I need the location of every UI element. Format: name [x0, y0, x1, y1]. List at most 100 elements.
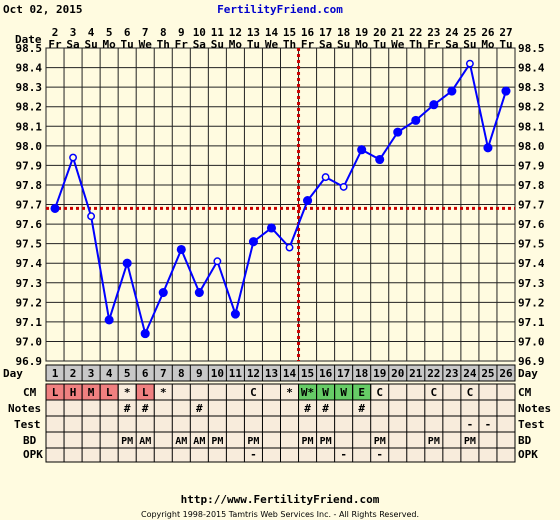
notes-cell: # [142, 402, 149, 415]
weekday-label: Sa [66, 38, 79, 51]
weekday-label: Mo [229, 38, 243, 51]
temperature-point [266, 223, 277, 233]
day-cell: 11 [229, 367, 243, 380]
footer-url[interactable]: http://www.FertilityFriend.com [180, 493, 380, 506]
temperature-point [104, 315, 114, 325]
row-label-test: Test [14, 418, 41, 431]
date-label: 7 [142, 26, 149, 39]
y-tick-label-right: 97.7 [518, 199, 545, 212]
test-cell: - [485, 418, 492, 431]
day-cell: 19 [373, 367, 386, 380]
weekday-label: We [139, 38, 153, 51]
date-label: 9 [178, 26, 185, 39]
weekday-label: Fr [48, 38, 62, 51]
date-label: 11 [211, 26, 225, 39]
day-cell: 14 [283, 367, 297, 380]
row-label-right-test: Test [518, 418, 545, 431]
day-cell: 22 [427, 367, 440, 380]
cm-cell: M [88, 386, 95, 399]
bd-cell: PM [211, 436, 223, 447]
notes-cell: # [304, 402, 311, 415]
temperature-point [411, 115, 421, 125]
temperature-point [140, 329, 150, 339]
bd-cell: PM [247, 436, 259, 447]
date-label: 15 [283, 26, 296, 39]
cm-cell: L [142, 386, 149, 399]
weekday-label: Tu [247, 38, 260, 51]
y-tick-label-left: 97.0 [16, 335, 43, 348]
opk-cell: - [376, 448, 383, 461]
row-label-right-notes: Notes [518, 402, 551, 415]
temperature-point [465, 59, 474, 68]
y-tick-label-right: 97.8 [518, 179, 545, 192]
temperature-point [303, 196, 313, 206]
brand-link[interactable]: FertilityFriend.com [217, 3, 343, 16]
day-cell: 15 [301, 367, 314, 380]
cm-cell: * [160, 386, 167, 399]
cm-cell: L [52, 386, 59, 399]
bd-cell: AM [139, 436, 151, 447]
day-cell: 8 [178, 367, 185, 380]
y-tick-label-right: 98.1 [518, 120, 545, 133]
temperature-point [321, 173, 330, 182]
date-label: 16 [301, 26, 315, 39]
date-row-label: Date [15, 33, 42, 46]
y-tick-label-right: 98.3 [518, 81, 545, 94]
temperature-point [230, 309, 240, 319]
day-cell: 2 [70, 367, 77, 380]
date-label: 12 [229, 26, 242, 39]
row-label-right-cm: CM [518, 386, 532, 399]
day-cell: 18 [355, 367, 368, 380]
weekday-label: Tu [373, 38, 386, 51]
weekday-label: Tu [499, 38, 512, 51]
day-cell: 13 [265, 367, 278, 380]
day-cell: 4 [106, 367, 113, 380]
temperature-point [375, 154, 385, 165]
bd-cell: PM [428, 436, 440, 447]
date-label: 13 [247, 26, 260, 39]
date-label: 6 [124, 26, 131, 39]
row-label-right-bd: BD [518, 434, 532, 447]
y-tick-label-right: 97.6 [518, 218, 545, 231]
y-tick-label-right: 97.3 [518, 277, 545, 290]
date-label: 3 [70, 26, 77, 39]
row-label-cm: CM [23, 386, 37, 399]
row-label-right-opk: OPK [518, 448, 538, 461]
cm-cell: * [124, 386, 131, 399]
temperature-point [122, 258, 132, 268]
weekday-label: Th [409, 38, 422, 51]
date-label: 21 [391, 26, 405, 39]
date-label: 14 [265, 26, 279, 39]
y-tick-label-right: 98.5 [518, 42, 545, 55]
day-cell: 3 [88, 367, 95, 380]
y-tick-label-left: 98.2 [16, 101, 43, 114]
date-label: 4 [88, 26, 95, 39]
bd-cell: PM [320, 436, 332, 447]
temperature-point [483, 143, 493, 153]
notes-cell: # [124, 402, 131, 415]
weekday-label: Su [84, 38, 97, 51]
day-cell: 7 [160, 367, 167, 380]
date-label: 19 [355, 26, 368, 39]
day-cell: 5 [124, 367, 131, 380]
cm-cell: W [322, 386, 329, 399]
day-cell: 16 [319, 367, 333, 380]
temperature-point [339, 182, 348, 191]
weekday-label: Su [337, 38, 350, 51]
date-label: 18 [337, 26, 350, 39]
cm-cell: C [431, 386, 438, 399]
cm-cell: * [286, 386, 293, 399]
date-label: 8 [160, 26, 167, 39]
weekday-label: Sa [445, 38, 458, 51]
weekday-label: Su [211, 38, 224, 51]
notes-cell: # [322, 402, 329, 415]
day-cell: 9 [196, 367, 203, 380]
y-tick-label-right: 98.0 [518, 140, 545, 153]
date-label: 17 [319, 26, 332, 39]
weekday-label: We [391, 38, 405, 51]
weekday-label: Fr [427, 38, 441, 51]
row-label-notes: Notes [8, 402, 41, 415]
weekday-label: Fr [175, 38, 189, 51]
temperature-point [87, 212, 96, 221]
weekday-label: Sa [193, 38, 206, 51]
